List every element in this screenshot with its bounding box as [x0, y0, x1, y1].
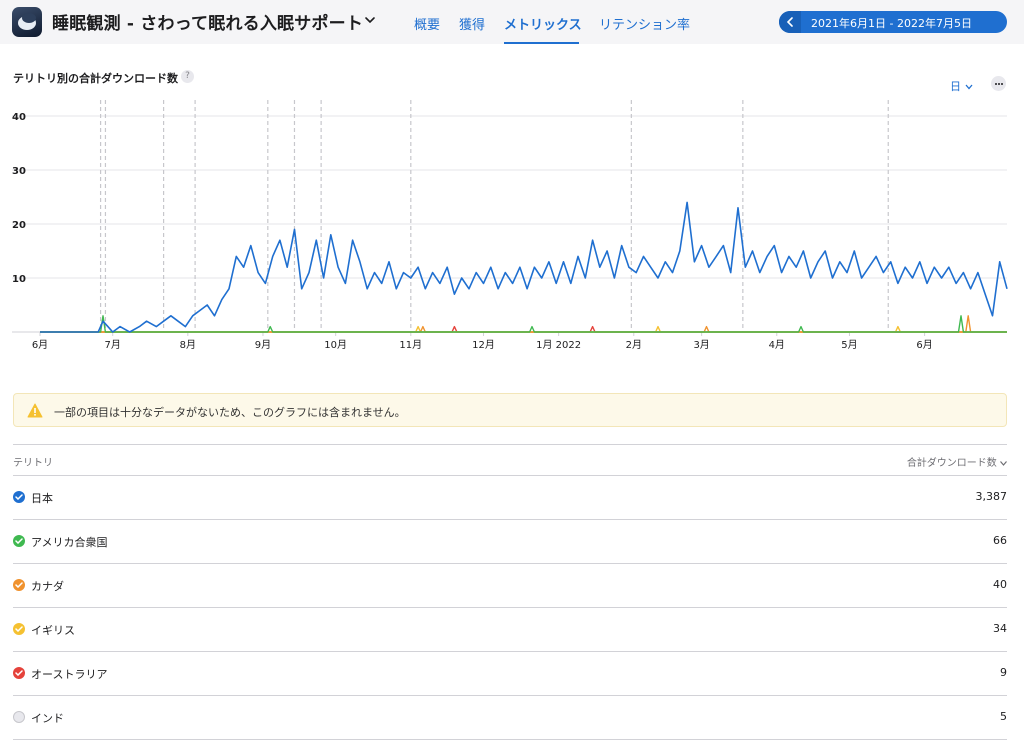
- territory-table: テリトリ 合計ダウンロード数 日本 3,387 アメリカ合衆国 66 カナダ 40 イギリス…: [13, 444, 1007, 740]
- sort-descending-icon: [1000, 461, 1007, 466]
- column-header-downloads[interactable]: 合計ダウンロード数: [907, 454, 1007, 469]
- table-row[interactable]: イギリス 34: [13, 608, 1007, 652]
- territory-name: インド: [31, 712, 64, 725]
- download-count: 9: [1000, 666, 1007, 679]
- series-toggle-checkbox[interactable]: [13, 491, 25, 503]
- granularity-selector[interactable]: 日: [950, 78, 973, 94]
- more-options-button[interactable]: [991, 76, 1006, 91]
- y-tick-label: 40: [12, 112, 26, 123]
- table-row[interactable]: インド 5: [13, 696, 1007, 740]
- x-tick-label: 5月: [841, 339, 857, 351]
- top-bar: 睡眠観測 - さわって眠れる入眠サポート 概要 獲得 メトリックス リテンション…: [0, 0, 1024, 44]
- notice-text: 一部の項目は十分なデータがないため、このグラフには含まれません。: [54, 406, 406, 419]
- x-tick-label: 12月: [472, 339, 495, 351]
- series-line: [40, 315, 1007, 333]
- app-icon: [12, 7, 42, 37]
- app-title[interactable]: 睡眠観測 - さわって眠れる入眠サポート: [52, 14, 364, 34]
- checkmark-icon: [15, 494, 23, 500]
- territory-name: カナダ: [31, 580, 64, 593]
- checkmark-icon: [15, 538, 23, 544]
- x-tick-label: 8月: [180, 339, 196, 351]
- tab-acquisition[interactable]: 獲得: [459, 18, 486, 33]
- data-notice: 一部の項目は十分なデータがないため、このグラフには含まれません。: [13, 393, 1007, 427]
- series-line: [40, 315, 1007, 333]
- checkmark-icon: [15, 626, 23, 632]
- tab-metrics[interactable]: メトリックス: [504, 18, 582, 33]
- downloads-line-chart: 10 20 30 40 6月 7月 8月 9月 10月 11月 12月 1月 2022 2月 3月 4月 5月…: [12, 100, 1008, 351]
- series-toggle-checkbox[interactable]: [13, 535, 25, 547]
- y-tick-label: 20: [12, 220, 26, 231]
- date-range-picker[interactable]: 2021年6月1日 - 2022年7月5日: [779, 11, 1007, 33]
- y-tick-label: 10: [12, 274, 26, 285]
- series-toggle-checkbox[interactable]: [13, 579, 25, 591]
- checkmark-icon: [15, 582, 23, 588]
- x-tick-label: 11月: [399, 339, 422, 351]
- x-tick-label: 10月: [324, 339, 347, 351]
- chevron-down-icon[interactable]: [363, 13, 377, 27]
- table-row[interactable]: カナダ 40: [13, 564, 1007, 608]
- x-tick-label: 2月: [626, 339, 642, 351]
- chart-title: テリトリ別の合計ダウンロード数: [13, 72, 178, 85]
- active-tab-indicator: [504, 42, 579, 44]
- previous-period-button[interactable]: [779, 11, 801, 33]
- territory-name: 日本: [31, 492, 53, 505]
- y-tick-label: 30: [12, 166, 26, 177]
- x-tick-label: 4月: [769, 339, 785, 351]
- series-line: [40, 325, 1007, 333]
- x-tick-label: 1月 2022: [536, 339, 581, 351]
- granularity-label: 日: [950, 80, 961, 93]
- x-tick-label: 9月: [255, 339, 271, 351]
- series-line: [40, 325, 1007, 333]
- download-count: 34: [993, 622, 1007, 635]
- checkmark-icon: [15, 670, 23, 676]
- series-toggle-checkbox[interactable]: [13, 711, 25, 723]
- table-header: テリトリ 合計ダウンロード数: [13, 444, 1007, 476]
- help-icon[interactable]: ?: [181, 70, 194, 83]
- series-toggle-checkbox[interactable]: [13, 623, 25, 635]
- territory-name: イギリス: [31, 624, 75, 637]
- column-header-territory[interactable]: テリトリ: [13, 458, 53, 469]
- series-line: [40, 201, 1008, 333]
- download-count: 5: [1000, 710, 1007, 723]
- x-tick-label: 3月: [693, 339, 709, 351]
- table-row[interactable]: 日本 3,387: [13, 476, 1007, 520]
- x-tick-label: 6月: [916, 339, 932, 351]
- table-row[interactable]: アメリカ合衆国 66: [13, 520, 1007, 564]
- download-count: 40: [993, 578, 1007, 591]
- chevron-left-icon: [786, 17, 793, 27]
- tab-retention[interactable]: リテンション率: [599, 18, 691, 33]
- date-range-label: 2021年6月1日 - 2022年7月5日: [811, 17, 972, 30]
- download-count: 3,387: [975, 490, 1008, 503]
- column-header-downloads-label: 合計ダウンロード数: [906, 458, 997, 469]
- table-row[interactable]: オーストラリア 9: [13, 652, 1007, 696]
- x-tick-label: 7月: [105, 339, 121, 351]
- chevron-down-icon: [965, 84, 972, 90]
- warning-icon: [27, 403, 43, 418]
- territory-name: オーストラリア: [31, 668, 108, 681]
- download-count: 66: [993, 534, 1007, 547]
- territory-name: アメリカ合衆国: [31, 536, 108, 549]
- series-toggle-checkbox[interactable]: [13, 667, 25, 679]
- tab-overview[interactable]: 概要: [414, 18, 441, 33]
- x-tick-label: 6月: [32, 339, 48, 351]
